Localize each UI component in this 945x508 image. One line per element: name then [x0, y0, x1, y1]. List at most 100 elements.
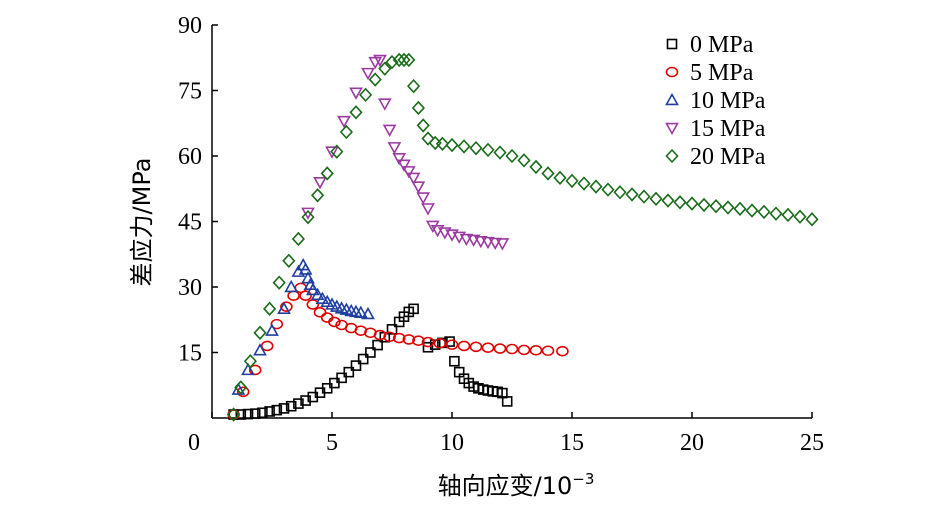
data-point [248, 364, 262, 376]
data-point [372, 339, 383, 351]
data-point [589, 179, 603, 194]
data-point [805, 212, 819, 227]
y-tick-label: 15 [178, 341, 202, 367]
data-point [234, 380, 248, 395]
data-point [721, 200, 735, 215]
data-point [353, 305, 368, 318]
data-point [416, 118, 430, 133]
data-point [613, 185, 627, 200]
data-point [392, 152, 407, 166]
data-point [459, 233, 474, 247]
legend-marker [665, 92, 679, 106]
data-point [781, 207, 795, 223]
data-point [373, 329, 387, 341]
data-point [385, 54, 399, 70]
data-point [349, 105, 363, 120]
data-point [457, 139, 471, 154]
data-point [315, 291, 330, 304]
data-point [301, 209, 315, 225]
data-point [378, 61, 392, 76]
x-tick-label: 20 [680, 430, 704, 456]
data-point [293, 398, 304, 409]
data-point [421, 203, 435, 216]
data-point [320, 166, 334, 181]
data-point [685, 196, 699, 211]
data-point [260, 340, 274, 352]
data-point [298, 262, 313, 275]
data-point [313, 177, 327, 190]
data-point [271, 404, 283, 416]
data-point [505, 343, 519, 355]
data-point [359, 87, 373, 103]
legend-label: 15 MPa [690, 116, 766, 142]
data-point [501, 396, 513, 407]
x-axis-title-exponent: −3 [572, 470, 594, 488]
data-point [517, 153, 531, 168]
x-tick-label: 15 [560, 430, 584, 456]
y-tick-label: 45 [178, 210, 202, 236]
data-point [421, 336, 435, 348]
series-4 [227, 52, 819, 422]
data-point [291, 231, 305, 247]
data-point [757, 204, 771, 220]
data-point [673, 195, 687, 210]
data-point [541, 166, 555, 181]
y-tick-label: 90 [178, 13, 202, 39]
data-point [469, 341, 483, 353]
data-point [328, 316, 341, 328]
data-point [349, 87, 363, 100]
data-point [565, 173, 579, 189]
data-point [661, 193, 675, 208]
data-point [649, 191, 663, 206]
data-point [481, 142, 495, 158]
data-point [330, 144, 344, 159]
data-point [236, 386, 250, 398]
data-point [412, 335, 425, 347]
data-point [301, 207, 315, 220]
x-axis-title-text: 轴向应变/10 [438, 472, 573, 500]
data-point [278, 403, 290, 414]
legend-label: 10 MPa [690, 88, 766, 114]
data-point [457, 340, 471, 352]
data-point [300, 395, 311, 406]
data-point [336, 372, 347, 384]
data-point [265, 323, 279, 336]
data-point [733, 201, 747, 217]
data-point [242, 408, 254, 420]
data-point [227, 407, 241, 422]
data-point [481, 236, 495, 250]
data-point [505, 148, 519, 164]
data-point [401, 166, 416, 179]
data-point [339, 124, 353, 140]
data-point [493, 145, 507, 160]
data-point [305, 282, 320, 296]
data-point [299, 290, 312, 302]
data-point [553, 170, 567, 186]
data-point [313, 307, 327, 318]
data-point [253, 325, 267, 341]
data-point [469, 140, 483, 156]
x-tick-label: 0 [188, 430, 200, 456]
x-axis-title: 轴向应变/10−3 [438, 470, 595, 500]
data-point [793, 209, 807, 224]
data-point [397, 159, 411, 172]
data-point [408, 303, 419, 315]
data-point [284, 279, 299, 293]
legend-label: 0 MPa [690, 32, 754, 58]
data-point [350, 360, 362, 371]
data-point [280, 301, 293, 312]
data-point [311, 188, 325, 203]
data-point [264, 406, 275, 417]
data-point [392, 52, 406, 68]
y-tick-label: 75 [178, 79, 202, 105]
data-point [556, 345, 569, 357]
y-axis-title: 差应力/MPa [128, 158, 156, 287]
data-point [397, 52, 411, 68]
data-point [387, 142, 402, 155]
data-point [310, 287, 325, 301]
data-point [325, 146, 339, 159]
data-point [769, 206, 783, 221]
data-point [368, 72, 382, 87]
data-point [402, 52, 416, 68]
